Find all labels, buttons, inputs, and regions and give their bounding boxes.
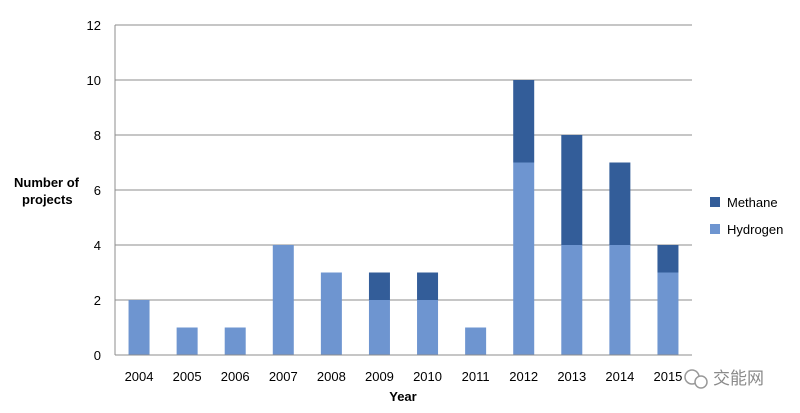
y-tick-label: 0 [94, 348, 101, 363]
bar-hydrogen-2007 [272, 245, 294, 355]
y-tick-label: 12 [87, 18, 101, 33]
bar-methane-2012 [513, 80, 535, 163]
bar-methane-2013 [561, 135, 583, 245]
x-tick-label: 2015 [653, 369, 682, 384]
legend: Methane Hydrogen [710, 195, 783, 237]
y-tick-label: 8 [94, 128, 101, 143]
y-tick-label: 10 [87, 73, 101, 88]
y-axis-title-line1: Number of [14, 175, 80, 190]
x-tick-label: 2013 [557, 369, 586, 384]
bar-methane-2010 [417, 272, 439, 300]
x-tick-label: 2008 [317, 369, 346, 384]
x-tick-label: 2011 [462, 369, 490, 384]
bar-hydrogen-2009 [368, 300, 390, 355]
x-tick-label: 2004 [125, 369, 154, 384]
bar-hydrogen-2006 [224, 327, 246, 355]
bars [128, 80, 679, 355]
watermark: 交能网 [684, 369, 764, 389]
bar-hydrogen-2011 [465, 327, 487, 355]
legend-label-hydrogen: Hydrogen [727, 222, 783, 237]
y-tick-label: 2 [94, 293, 101, 308]
bar-hydrogen-2010 [417, 300, 439, 355]
y-axis-title-line2: projects [22, 192, 73, 207]
x-tick-label: 2012 [509, 369, 538, 384]
legend-label-methane: Methane [727, 195, 778, 210]
x-tick-label: 2006 [221, 369, 250, 384]
x-tick-label: 2010 [413, 369, 442, 384]
y-tick-label: 4 [94, 238, 101, 253]
bar-hydrogen-2012 [513, 162, 535, 355]
bar-methane-2014 [609, 162, 631, 245]
gridlines [115, 24, 692, 301]
bar-hydrogen-2015 [657, 272, 679, 355]
y-axis-ticks: 0 2 4 6 8 10 12 [87, 18, 101, 363]
bar-methane-2009 [368, 272, 390, 300]
bar-hydrogen-2004 [128, 300, 150, 355]
x-axis-ticks: 2004 2005 2006 2007 2008 2009 2010 2011 2012 2013… [125, 369, 683, 384]
y-tick-label: 6 [94, 183, 101, 198]
x-tick-label: 2014 [605, 369, 634, 384]
wechat-icon [684, 369, 708, 389]
x-tick-label: 2007 [269, 369, 298, 384]
x-tick-label: 2005 [173, 369, 202, 384]
legend-swatch-methane [710, 197, 720, 207]
bar-methane-2015 [657, 245, 679, 273]
x-axis-title: Year [389, 389, 416, 404]
bar-hydrogen-2005 [176, 327, 198, 355]
x-tick-label: 2009 [365, 369, 394, 384]
legend-swatch-hydrogen [710, 224, 720, 234]
watermark-text: 交能网 [713, 369, 764, 389]
bar-hydrogen-2014 [609, 245, 631, 355]
bar-hydrogen-2008 [320, 272, 342, 355]
bar-hydrogen-2013 [561, 245, 583, 355]
